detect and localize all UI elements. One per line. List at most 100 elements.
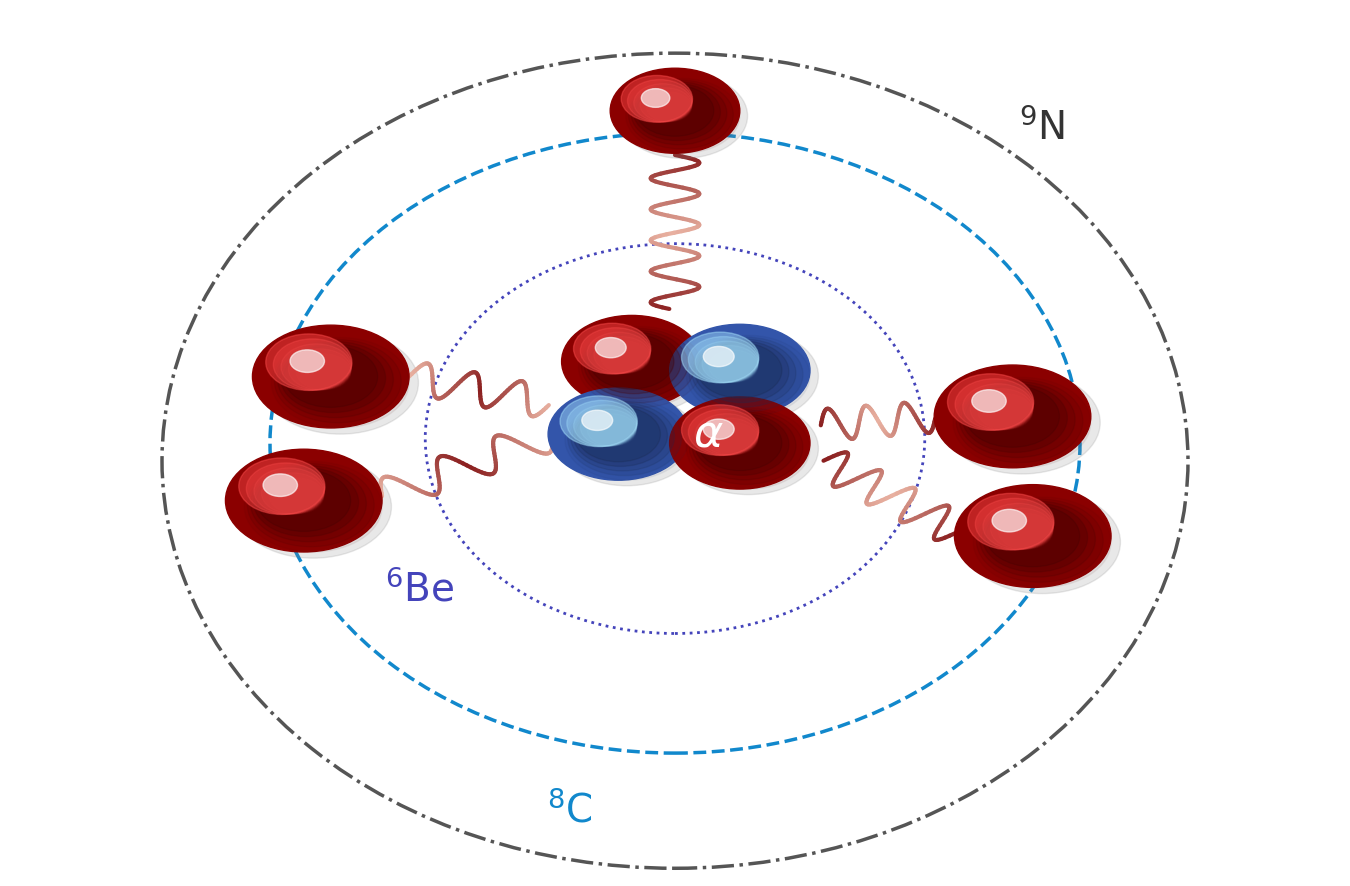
Text: $^{9}$N: $^{9}$N xyxy=(1019,109,1065,148)
Circle shape xyxy=(702,346,759,383)
Circle shape xyxy=(595,338,626,358)
Text: $^{6}$Be: $^{6}$Be xyxy=(385,570,454,609)
Circle shape xyxy=(628,80,693,122)
Circle shape xyxy=(571,403,675,471)
Circle shape xyxy=(621,75,693,122)
Circle shape xyxy=(587,414,636,446)
Circle shape xyxy=(960,382,1075,457)
Circle shape xyxy=(991,509,1053,549)
Circle shape xyxy=(235,455,392,558)
Circle shape xyxy=(709,350,757,382)
Circle shape xyxy=(633,83,693,122)
Circle shape xyxy=(247,463,374,547)
Circle shape xyxy=(695,414,759,455)
Circle shape xyxy=(269,478,324,514)
Circle shape xyxy=(587,332,651,374)
Circle shape xyxy=(976,499,1103,582)
Circle shape xyxy=(251,466,366,541)
Circle shape xyxy=(239,458,325,515)
Circle shape xyxy=(262,473,324,514)
Circle shape xyxy=(695,341,788,402)
Circle shape xyxy=(670,324,810,416)
Circle shape xyxy=(574,405,637,447)
Circle shape xyxy=(562,315,702,408)
Circle shape xyxy=(263,474,297,496)
Circle shape xyxy=(992,509,1026,532)
Circle shape xyxy=(580,409,637,447)
Circle shape xyxy=(266,334,352,391)
Circle shape xyxy=(574,323,651,374)
Circle shape xyxy=(975,498,1053,549)
Circle shape xyxy=(973,497,1111,587)
Circle shape xyxy=(963,384,1033,430)
Circle shape xyxy=(580,328,651,374)
Circle shape xyxy=(690,410,803,485)
Circle shape xyxy=(560,396,637,447)
Circle shape xyxy=(278,342,393,417)
Circle shape xyxy=(965,385,1060,447)
Circle shape xyxy=(284,346,378,408)
Circle shape xyxy=(548,388,688,480)
Circle shape xyxy=(964,491,1120,594)
Circle shape xyxy=(626,79,740,153)
Circle shape xyxy=(578,326,702,408)
Circle shape xyxy=(703,419,734,439)
Circle shape xyxy=(709,423,757,455)
Circle shape xyxy=(695,414,788,475)
Circle shape xyxy=(594,337,651,374)
Circle shape xyxy=(698,416,782,470)
Circle shape xyxy=(688,409,759,455)
Circle shape xyxy=(273,338,351,390)
Circle shape xyxy=(281,344,351,390)
Circle shape xyxy=(954,485,1111,587)
Circle shape xyxy=(556,393,697,486)
Circle shape xyxy=(678,402,818,494)
Circle shape xyxy=(983,503,1088,572)
Circle shape xyxy=(977,393,1033,430)
Circle shape xyxy=(582,410,613,431)
Circle shape xyxy=(636,85,714,136)
Circle shape xyxy=(610,68,740,153)
Circle shape xyxy=(954,378,1033,430)
Circle shape xyxy=(289,349,351,390)
Circle shape xyxy=(678,330,818,422)
Text: $^{8}$C: $^{8}$C xyxy=(547,791,593,830)
Circle shape xyxy=(568,401,682,476)
Circle shape xyxy=(225,449,382,552)
Circle shape xyxy=(682,332,759,383)
Circle shape xyxy=(702,418,759,455)
Circle shape xyxy=(244,462,382,552)
Circle shape xyxy=(647,92,691,121)
Circle shape xyxy=(983,503,1053,549)
Circle shape xyxy=(690,338,803,412)
Circle shape xyxy=(582,329,695,403)
Circle shape xyxy=(670,397,810,489)
Circle shape xyxy=(574,405,667,466)
Circle shape xyxy=(686,335,810,416)
Circle shape xyxy=(628,80,733,149)
Circle shape xyxy=(934,365,1091,468)
Circle shape xyxy=(944,371,1100,474)
Circle shape xyxy=(570,321,710,413)
Circle shape xyxy=(296,354,351,390)
Circle shape xyxy=(980,501,1095,577)
Circle shape xyxy=(972,390,1006,412)
Circle shape xyxy=(695,341,759,383)
Circle shape xyxy=(567,400,637,447)
Circle shape xyxy=(998,513,1053,549)
Circle shape xyxy=(290,350,324,372)
Circle shape xyxy=(271,338,409,428)
Circle shape xyxy=(256,470,351,532)
Circle shape xyxy=(633,83,721,141)
Circle shape xyxy=(948,374,1034,431)
Circle shape xyxy=(686,408,810,489)
Circle shape xyxy=(585,330,688,399)
Circle shape xyxy=(630,82,726,144)
Circle shape xyxy=(254,468,359,537)
Circle shape xyxy=(986,505,1080,567)
Circle shape xyxy=(682,405,759,455)
Circle shape xyxy=(693,412,796,480)
Circle shape xyxy=(576,407,660,462)
Circle shape xyxy=(587,332,680,393)
Circle shape xyxy=(953,377,1091,468)
